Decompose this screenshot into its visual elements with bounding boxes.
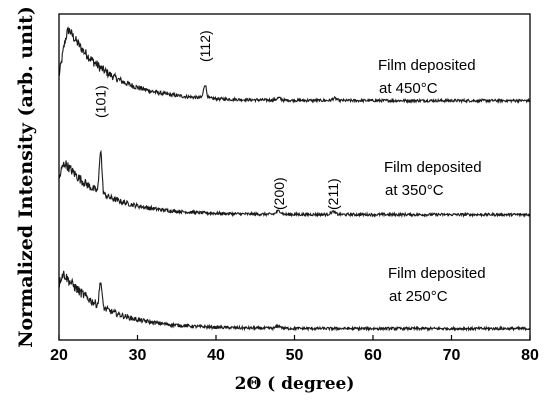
plot-frame	[58, 13, 531, 341]
series-annotation-0-line-1: at 450°C	[379, 80, 438, 97]
x-tick-label: 60	[364, 347, 382, 364]
y-axis-label-group: Normalized Intensity (arb. unit)	[15, 6, 37, 348]
series-annotation-1-line-1: at 350°C	[385, 182, 444, 199]
x-tick-label: 70	[443, 347, 461, 364]
peak-label: (200)	[271, 177, 287, 210]
x-tick-label: 30	[129, 347, 147, 364]
peak-label: (101)	[93, 85, 109, 118]
x-axis-label: 2Θ ( degree)	[235, 374, 355, 394]
series-line-1	[58, 149, 531, 219]
x-tick-label: 80	[521, 347, 539, 364]
series-annotation-1-line-0: Film deposited	[384, 159, 482, 176]
x-tick-label: 50	[286, 347, 304, 364]
x-tick-label: 40	[207, 347, 225, 364]
x-axis-ticks: 20 30 40 50 60 70 80	[50, 335, 539, 364]
peak-label: (112)	[197, 30, 213, 62]
peak-label: (211)	[325, 178, 341, 210]
series-annotation-2-line-1: at 250°C	[389, 288, 448, 305]
series-annotation-2-line-0: Film deposited	[388, 265, 486, 282]
series-annotation-0-line-0: Film deposited	[378, 57, 476, 74]
x-tick-label: 20	[50, 347, 68, 364]
series-annotations: Film deposited at 450°C Film deposited at 3…	[378, 57, 486, 305]
series-curves	[58, 26, 531, 333]
series-line-0	[58, 26, 531, 105]
peak-labels: (112) (101) (200) (211)	[93, 30, 341, 210]
y-axis-label: Normalized Intensity (arb. unit)	[15, 6, 37, 348]
series-line-2	[58, 270, 531, 333]
